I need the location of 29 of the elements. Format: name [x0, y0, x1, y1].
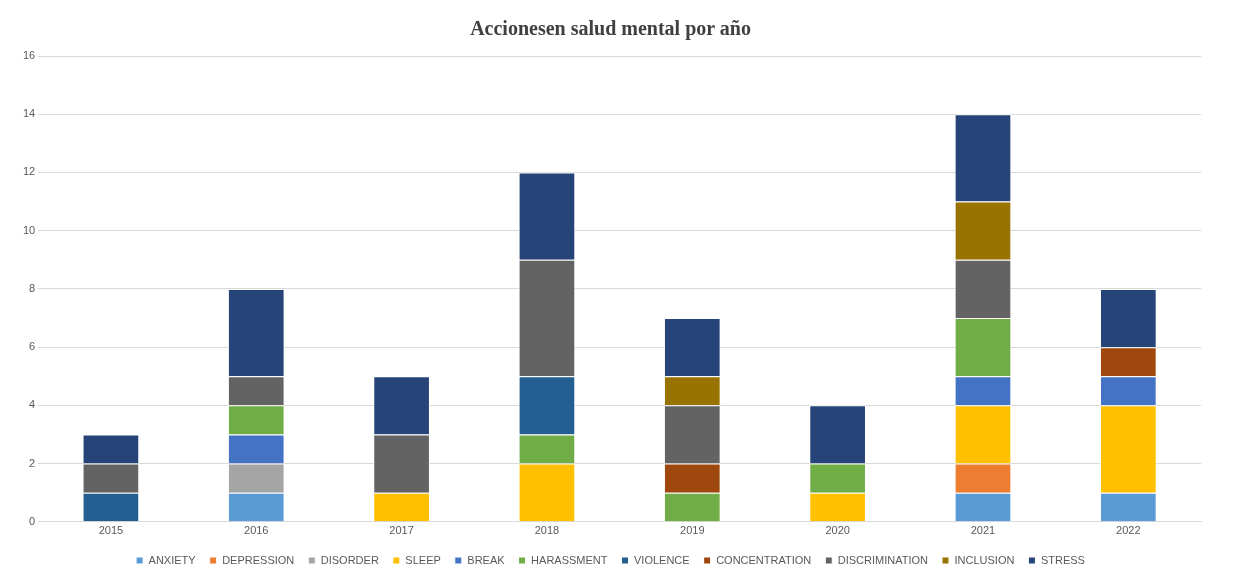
y-tick-label: 8 — [29, 281, 36, 294]
legend-label: DISORDER — [320, 553, 379, 566]
y-tick-label: 6 — [29, 340, 36, 353]
legend-label: SLEEP — [405, 553, 441, 566]
x-tick-label: 2018 — [534, 524, 560, 537]
legend-label: BREAK — [467, 553, 506, 566]
legend-label: STRESS — [1040, 553, 1085, 566]
legend-label: DISCRIMINATION — [837, 553, 929, 566]
x-tick-label: 2020 — [825, 524, 850, 537]
y-tick-label: 4 — [29, 398, 36, 411]
legend-label: ANXIETY — [148, 553, 197, 566]
x-tick-label: 2022 — [1116, 524, 1141, 537]
legend-label: VIOLENCE — [634, 553, 690, 566]
legend-label: INCLUSION — [954, 553, 1015, 566]
chart-title: Accionesen salud mental por año — [470, 17, 751, 41]
legend-label: HARASSMENT — [531, 553, 608, 566]
legend-label: CONCENTRATION — [716, 553, 812, 566]
y-tick-label: 14 — [22, 107, 36, 120]
x-tick-label: 2019 — [680, 524, 705, 537]
y-tick-label: 16 — [22, 49, 36, 62]
x-tick-label: 2021 — [970, 524, 996, 537]
y-tick-label: 0 — [29, 514, 36, 527]
y-tick-label: 2 — [29, 456, 36, 469]
y-tick-label: 10 — [22, 223, 36, 236]
y-tick-label: 12 — [22, 165, 36, 178]
legend-label: DEPRESSION — [222, 553, 295, 566]
x-tick-label: 2015 — [98, 524, 124, 537]
x-tick-label: 2016 — [244, 524, 269, 537]
x-tick-label: 2017 — [389, 524, 414, 537]
